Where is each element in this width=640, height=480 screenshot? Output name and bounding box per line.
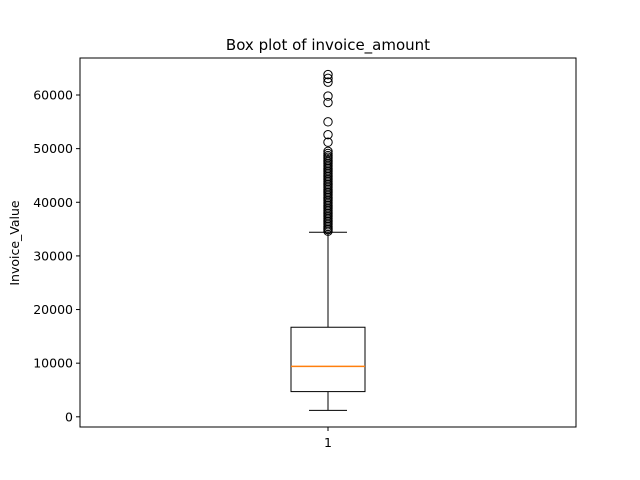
outlier-point [323, 129, 333, 140]
y-tick-label: 40000 [33, 195, 73, 210]
y-tick-label: 50000 [33, 141, 73, 156]
outlier-point [323, 97, 333, 108]
y-axis-label: Invoice_Value [7, 200, 22, 286]
plot-area: 0 10000 20000 30000 40000 50000 60000 1 [33, 57, 577, 450]
outlier-point [323, 69, 333, 80]
outlier-point [323, 137, 333, 147]
chart-title: Box plot of invoice_amount [226, 36, 430, 55]
x-tick-label: 1 [324, 435, 332, 450]
y-tick-label: 20000 [33, 302, 73, 317]
outlier-point [323, 117, 333, 127]
y-tick-label: 10000 [33, 356, 73, 371]
outlier-point [323, 77, 333, 87]
outlier-point [323, 150, 333, 161]
y-tick-label: 0 [65, 409, 73, 424]
y-tick-label: 60000 [33, 88, 73, 103]
outlier-point [323, 148, 333, 159]
outlier-point [323, 146, 333, 157]
y-tick-label: 30000 [33, 248, 73, 263]
outlier-point [323, 73, 333, 84]
outlier-point [323, 91, 333, 101]
iqr-box [290, 326, 366, 393]
